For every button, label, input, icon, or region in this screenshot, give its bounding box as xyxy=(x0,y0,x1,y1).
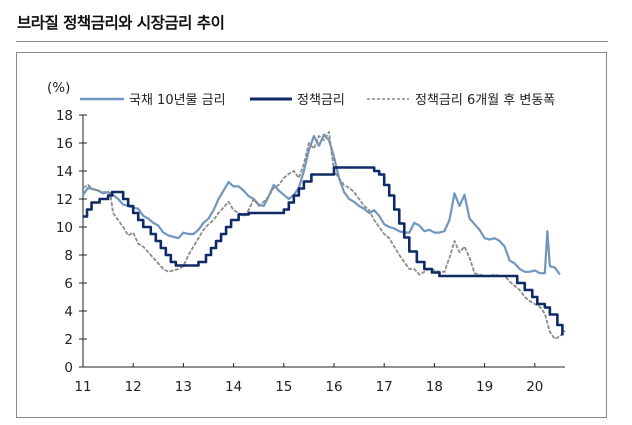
y-unit-label: (%) xyxy=(47,80,70,96)
x-tick-label: 18 xyxy=(426,379,443,395)
policy-rate-6m-change-line xyxy=(82,130,566,340)
x-axis: 11 12 13 14 15 16 17 18 19 20 xyxy=(74,363,565,395)
title-divider xyxy=(16,41,608,42)
legend-label-bond-yield: 국채 10년물 금리 xyxy=(129,93,226,108)
y-tick-label: 0 xyxy=(64,360,73,376)
y-tick-label: 10 xyxy=(56,220,73,236)
legend-label-policy-rate-6m-change: 정책금리 6개월 후 변동폭 xyxy=(415,93,555,108)
y-tick-label: 16 xyxy=(56,136,73,152)
bond-yield-line xyxy=(82,133,561,276)
x-tick-label: 13 xyxy=(175,379,192,395)
y-axis: 0 2 4 6 8 10 12 14 16 18 xyxy=(56,108,87,376)
x-tick-label: 16 xyxy=(325,379,342,395)
y-tick-label: 2 xyxy=(64,332,73,348)
y-tick-label: 6 xyxy=(64,276,73,292)
chart-frame xyxy=(16,52,607,418)
x-tick-label: 20 xyxy=(526,379,543,395)
y-tick-label: 14 xyxy=(56,164,73,180)
x-tick-label: 12 xyxy=(125,379,142,395)
legend-label-policy-rate: 정책금리 xyxy=(297,93,345,108)
y-tick-label: 8 xyxy=(64,248,73,264)
x-tick-label: 17 xyxy=(376,379,393,395)
chart-series xyxy=(82,130,566,340)
x-tick-label: 14 xyxy=(225,379,242,395)
x-tick-label: 19 xyxy=(476,379,493,395)
y-tick-label: 12 xyxy=(56,192,73,208)
policy-rate-line xyxy=(83,166,564,336)
y-tick-label: 18 xyxy=(56,108,73,124)
y-tick-label: 4 xyxy=(64,304,73,320)
chart-title: 브라질 정책금리와 시장금리 추이 xyxy=(17,14,225,32)
x-tick-label: 11 xyxy=(74,379,91,395)
chart-legend: (%) 국채 10년물 금리 정책금리 정책금리 6개월 후 변동폭 xyxy=(47,80,555,108)
x-tick-label: 15 xyxy=(275,379,292,395)
